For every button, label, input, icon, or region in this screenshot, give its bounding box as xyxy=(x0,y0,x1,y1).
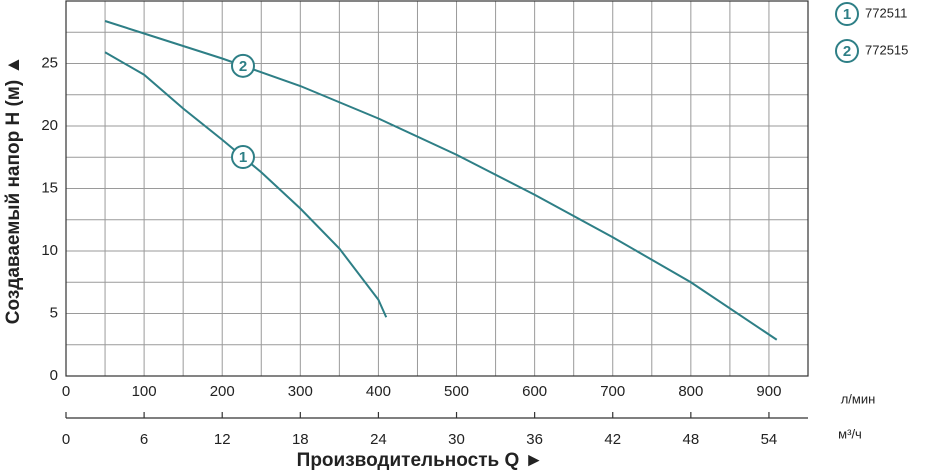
x2-tick-label: 24 xyxy=(370,431,387,448)
curve xyxy=(104,20,778,341)
y-axis-title: Создаваемый напор H (м) ▲ xyxy=(3,56,24,325)
curve-badge xyxy=(231,53,255,78)
curve-badge xyxy=(835,39,859,63)
x2-tick-label: 54 xyxy=(761,431,778,448)
x-tick-label: 300 xyxy=(288,383,313,400)
plot-frame xyxy=(65,0,809,377)
y-tick-label: 15 xyxy=(41,179,58,196)
x-unit: л/мин xyxy=(841,391,876,406)
x-tick-label: 800 xyxy=(678,383,703,400)
x2-tick-label: 48 xyxy=(682,431,699,448)
curve-badge-label: 2 xyxy=(239,58,247,75)
curve-badge xyxy=(231,145,255,170)
x-tick-label: 400 xyxy=(366,383,391,400)
legend-label: 772515 xyxy=(865,42,908,57)
x-tick-label: 900 xyxy=(756,383,781,400)
x2-tick-label: 12 xyxy=(214,431,231,448)
x-tick-label: 600 xyxy=(522,383,547,400)
y-tick-label: 0 xyxy=(50,367,58,384)
y-tick-label: 25 xyxy=(41,54,58,71)
curve-badge xyxy=(835,2,859,26)
x-tick-label: 200 xyxy=(210,383,235,400)
x2-tick-label: 18 xyxy=(292,431,309,448)
y-tick-label: 5 xyxy=(50,304,58,321)
x2-tick-label: 6 xyxy=(140,431,148,448)
x-tick-label: 500 xyxy=(444,383,469,400)
y-tick-label: 20 xyxy=(41,117,58,134)
x2-tick-label: 0 xyxy=(62,431,70,448)
legend-label: 772511 xyxy=(865,5,907,20)
y-tick-label: 10 xyxy=(41,242,58,259)
x2-unit: м³/ч xyxy=(838,426,862,441)
curve xyxy=(104,51,388,318)
x2-tick-label: 30 xyxy=(448,431,465,448)
x-tick-label: 100 xyxy=(132,383,157,400)
x-axis-title: Производительность Q ► xyxy=(297,450,544,471)
x-tick-label: 700 xyxy=(600,383,625,400)
curve-badge-label: 1 xyxy=(239,149,247,166)
x2-tick-label: 36 xyxy=(526,431,543,448)
x2-tick-label: 42 xyxy=(604,431,621,448)
x-tick-label: 0 xyxy=(62,383,70,400)
curve-badge-label: 2 xyxy=(843,43,851,60)
curve-badge-label: 1 xyxy=(843,6,851,23)
